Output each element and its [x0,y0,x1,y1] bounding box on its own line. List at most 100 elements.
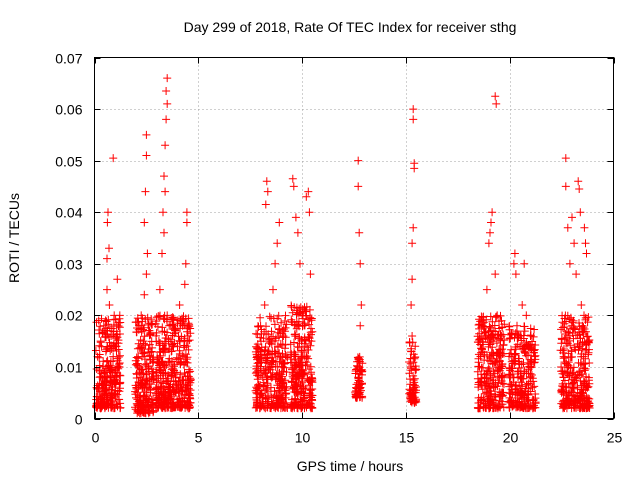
data-point [507,381,516,389]
data-point [257,358,266,366]
data-point [303,343,312,352]
data-point [281,323,290,332]
data-point [568,391,576,400]
x-tick-label: 5 [195,430,203,446]
data-point [565,315,574,324]
data-point [258,373,267,382]
data-point [174,332,183,341]
data-point [163,311,172,320]
data-point [162,115,171,124]
data-point [514,373,522,382]
data-point [522,311,531,320]
data-point [569,334,578,343]
data-point [265,338,274,347]
data-point [286,403,295,412]
data-point [308,385,317,393]
data-point [115,362,124,371]
data-point [134,401,143,410]
data-point [186,367,195,376]
data-point [157,357,166,366]
data-point [146,356,155,364]
data-point [526,332,535,340]
x-axis-label: GPS time / hours [297,458,404,474]
data-point [486,375,495,384]
data-point [158,341,167,350]
data-point [411,342,420,351]
data-point [356,259,365,268]
data-point [530,325,539,334]
data-point [524,362,533,371]
data-point [478,321,487,330]
data-point [177,383,186,392]
data-point [154,374,163,383]
data-point [131,318,140,327]
data-point [569,378,578,387]
data-point [582,372,591,381]
data-point [505,334,514,343]
data-point [411,362,420,371]
data-point [557,363,566,371]
data-point [561,154,570,163]
data-point [580,223,589,232]
data-point [179,380,188,389]
data-point [154,388,163,397]
data-point [518,382,527,391]
data-point [489,337,498,346]
data-point [140,218,149,227]
data-point [484,367,492,376]
data-point [561,182,570,191]
data-point [142,130,151,139]
data-point [569,316,578,325]
data-point [282,389,291,398]
data-point [165,321,174,330]
y-tick-label: 0 [75,412,83,428]
data-point [176,359,185,368]
data-point [531,390,540,398]
data-point [526,373,535,382]
data-point [179,315,188,324]
data-point [136,373,145,382]
plot-frame [94,57,614,419]
data-point [559,352,568,361]
data-point [152,328,161,337]
data-point [571,372,580,381]
data-point [529,404,538,413]
data-point [288,370,297,379]
data-point [159,208,167,217]
data-point [481,334,490,342]
data-point [493,372,502,381]
data-point [292,310,301,319]
data-point [581,397,589,405]
data-point [355,388,364,397]
data-point [260,301,269,309]
data-point [161,334,170,343]
data-point [522,393,531,402]
data-point [305,208,314,217]
data-point [277,357,286,366]
data-point [160,228,168,237]
data-point [529,348,538,357]
data-point [171,328,180,337]
data-point [308,378,317,387]
data-point [511,329,520,338]
data-point [146,388,155,397]
data-point [307,395,316,404]
x-tick-label: 0 [92,430,100,446]
data-point [253,384,262,393]
data-point [300,321,309,330]
data-point [354,182,363,191]
data-point [180,360,188,369]
data-point [474,380,483,389]
data-point [484,404,493,413]
data-point [153,353,162,362]
data-point [159,387,168,396]
data-point [135,321,144,330]
data-point [141,341,150,350]
data-point [287,378,296,387]
data-point [570,239,579,248]
data-point [271,259,280,268]
data-point [581,239,590,248]
data-point [509,259,518,268]
data-point [109,154,118,163]
data-point [113,356,122,365]
